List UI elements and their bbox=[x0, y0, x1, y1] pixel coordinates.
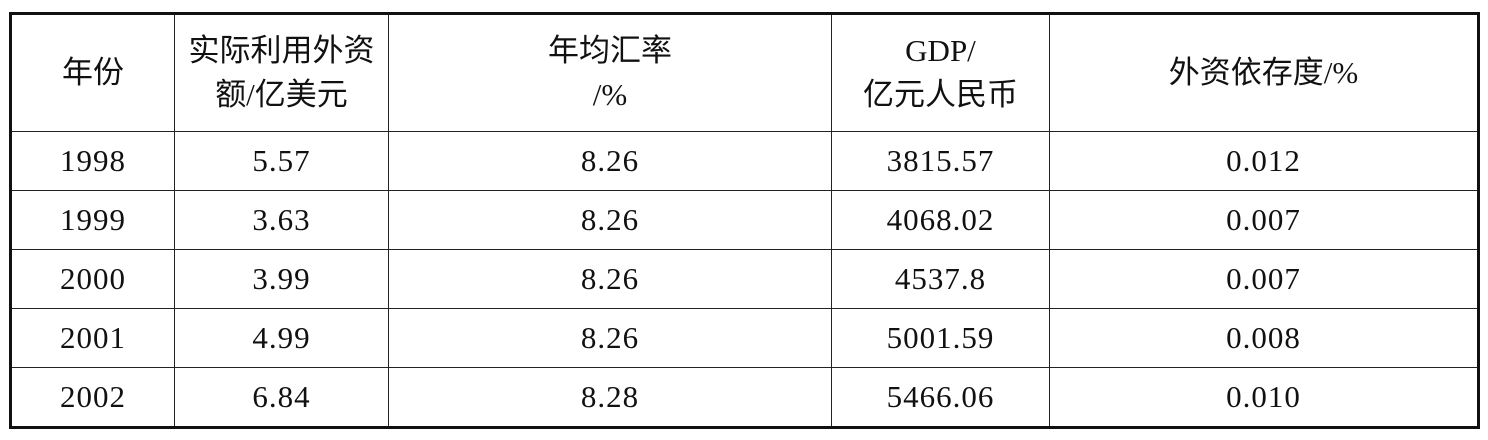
cell-dependence: 0.007 bbox=[1049, 190, 1479, 250]
cell-exchange-rate: 8.26 bbox=[388, 131, 832, 191]
table-header: 年份 实际利用外资 额/亿美元 年均汇率 /% GDP/亿元人民币 外资依存度/% bbox=[10, 13, 1479, 132]
header-line: /% bbox=[592, 77, 628, 112]
header-line: GDP/ bbox=[905, 33, 976, 68]
header-line: 额/亿美元 bbox=[215, 77, 348, 112]
header-foreign-investment: 实际利用外资 额/亿美元 bbox=[174, 13, 389, 132]
cell-dependence: 0.010 bbox=[1049, 367, 1479, 428]
cell-exchange-rate: 8.28 bbox=[388, 367, 832, 428]
table-body: 1998 5.57 8.26 3815.57 0.012 1999 3.63 8.26 4068… bbox=[10, 131, 1479, 428]
cell-exchange-rate: 8.26 bbox=[388, 308, 832, 368]
cell-dependence: 0.007 bbox=[1049, 249, 1479, 309]
cell-foreign-investment: 6.84 bbox=[174, 367, 389, 428]
header-exchange-rate: 年均汇率 /% bbox=[388, 13, 832, 132]
cell-exchange-rate: 8.26 bbox=[388, 249, 832, 309]
header-year: 年份 bbox=[10, 13, 175, 132]
cell-dependence: 0.012 bbox=[1049, 131, 1479, 191]
header-line: 年份 bbox=[62, 55, 124, 90]
data-table: 年份 实际利用外资 额/亿美元 年均汇率/% GDP/亿元人民币 外资依存度/% … bbox=[9, 12, 1480, 429]
header-line: 亿元人民币 bbox=[863, 77, 1018, 112]
table-row: 2002 6.84 8.28 5466.06 0.010 bbox=[10, 367, 1479, 428]
cell-year: 2001 bbox=[10, 308, 175, 368]
header-row: 年份 实际利用外资 额/亿美元 年均汇率 /% GDP/亿元人民币 外资依存度/% bbox=[10, 13, 1479, 132]
cell-foreign-investment: 4.99 bbox=[174, 308, 389, 368]
table-row: 1998 5.57 8.26 3815.57 0.012 bbox=[10, 131, 1479, 191]
header-line: 年均汇率 bbox=[548, 33, 672, 68]
header-line: 外资依存度/% bbox=[1168, 55, 1359, 90]
cell-exchange-rate: 8.26 bbox=[388, 190, 832, 250]
cell-foreign-investment: 3.99 bbox=[174, 249, 389, 309]
table-row: 2001 4.99 8.26 5001.59 0.008 bbox=[10, 308, 1479, 368]
header-gdp: GDP/亿元人民币 bbox=[831, 13, 1050, 132]
cell-gdp: 5466.06 bbox=[831, 367, 1050, 428]
cell-year: 1998 bbox=[10, 131, 175, 191]
cell-gdp: 5001.59 bbox=[831, 308, 1050, 368]
cell-foreign-investment: 3.63 bbox=[174, 190, 389, 250]
cell-gdp: 4068.02 bbox=[831, 190, 1050, 250]
cell-gdp: 3815.57 bbox=[831, 131, 1050, 191]
header-line: 实际利用外资 bbox=[188, 33, 375, 68]
cell-dependence: 0.008 bbox=[1049, 308, 1479, 368]
cell-year: 2002 bbox=[10, 367, 175, 428]
cell-year: 1999 bbox=[10, 190, 175, 250]
table-row: 1999 3.63 8.26 4068.02 0.007 bbox=[10, 190, 1479, 250]
cell-gdp: 4537.8 bbox=[831, 249, 1050, 309]
header-dependence: 外资依存度/% bbox=[1049, 13, 1479, 132]
cell-year: 2000 bbox=[10, 249, 175, 309]
table-row: 2000 3.99 8.26 4537.8 0.007 bbox=[10, 249, 1479, 309]
cell-foreign-investment: 5.57 bbox=[174, 131, 389, 191]
